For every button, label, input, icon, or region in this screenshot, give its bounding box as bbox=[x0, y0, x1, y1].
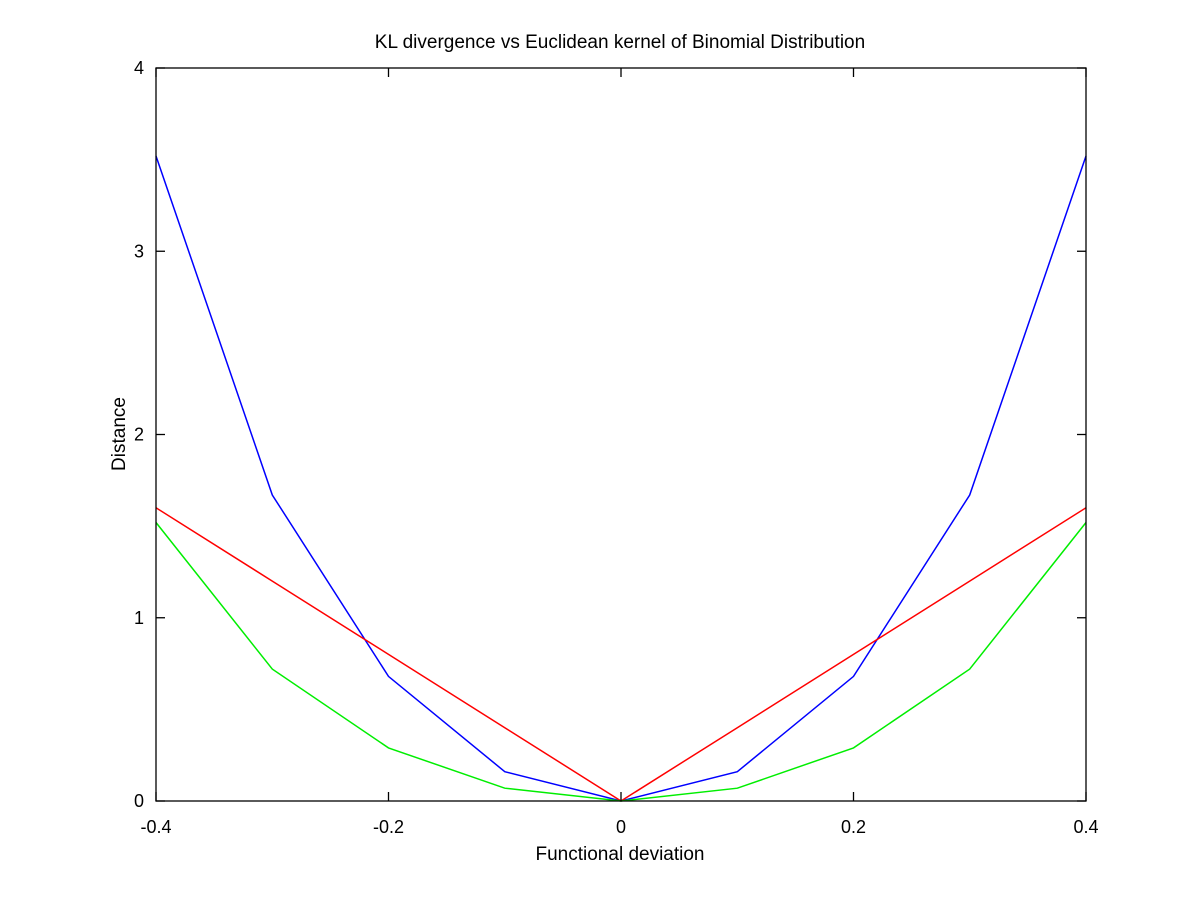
x-tick-label: 0.4 bbox=[1073, 817, 1098, 837]
x-tick-label: -0.2 bbox=[373, 817, 404, 837]
y-tick-label: 4 bbox=[134, 58, 144, 78]
axes-layer: -0.4 -0.2 0 0.2 0.4 0 1 2 3 4 bbox=[134, 58, 1099, 837]
y-tick-label: 3 bbox=[134, 241, 144, 261]
y-tick-label: 1 bbox=[134, 608, 144, 628]
y-tick-label: 2 bbox=[134, 425, 144, 445]
x-axis-label: Functional deviation bbox=[536, 844, 705, 865]
series-line-1 bbox=[155, 155, 1087, 802]
x-tick-label: -0.4 bbox=[140, 817, 171, 837]
chart-title: KL divergence vs Euclidean kernel of Bin… bbox=[375, 32, 865, 53]
x-tick-label: 0.2 bbox=[841, 817, 866, 837]
y-axis-label: Distance bbox=[109, 397, 130, 471]
x-tick-label: 0 bbox=[616, 817, 626, 837]
series-layer bbox=[155, 155, 1087, 802]
plot-frame bbox=[155, 67, 1087, 802]
series-line-3 bbox=[155, 522, 1087, 802]
series-line-2 bbox=[155, 507, 1087, 802]
y-tick-label: 0 bbox=[134, 791, 144, 811]
